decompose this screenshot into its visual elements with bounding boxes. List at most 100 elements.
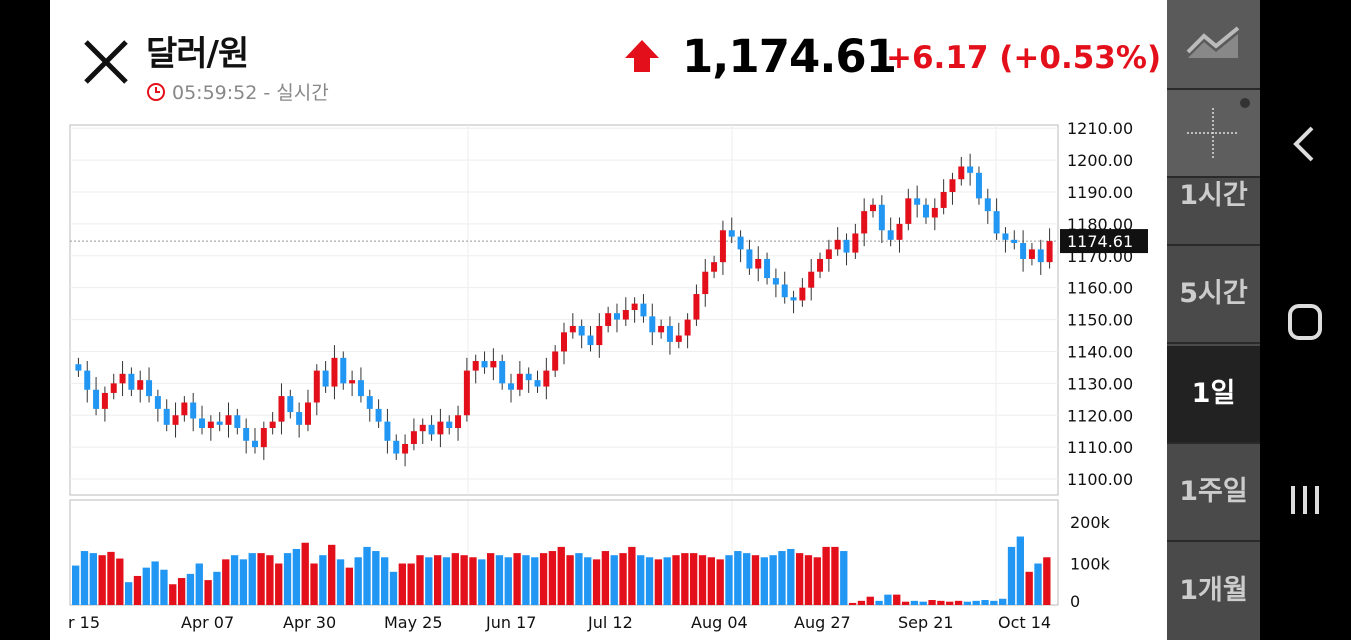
candle [658, 319, 665, 339]
volume-bar [398, 563, 406, 605]
timeframe-2[interactable]: 1시간 [1167, 148, 1260, 244]
candle [525, 367, 532, 393]
volume-bar [160, 569, 168, 605]
candle-body [93, 389, 100, 409]
volume-bar [433, 555, 442, 605]
current-price: 1,174.61 [682, 30, 897, 83]
volume-bar [169, 584, 177, 605]
candle [508, 373, 515, 403]
volume-bar [875, 600, 883, 605]
candle-body [428, 424, 435, 435]
home-icon[interactable] [1282, 302, 1328, 346]
candle-body [534, 380, 541, 387]
volume-bar [795, 553, 804, 605]
candle-body [967, 166, 974, 173]
price-chart[interactable]: 1100.00 1110.00 1120.00 1130.00 1140.00 1150.… [50, 0, 1167, 640]
candle-body [1011, 239, 1018, 244]
volume-bar [1016, 536, 1025, 605]
candle [870, 198, 877, 218]
candle [296, 402, 303, 438]
volume-bar [239, 559, 248, 605]
x-tick-label: Sep 21 [898, 613, 954, 632]
candle-body [446, 421, 453, 429]
candle [101, 386, 108, 422]
candle-body [234, 415, 241, 429]
candle-body [684, 319, 691, 336]
candle [914, 185, 921, 218]
clock-icon [146, 82, 166, 107]
candle-body [296, 412, 303, 425]
recents-icon[interactable] [1282, 480, 1328, 524]
candle-body [525, 373, 532, 381]
grid [69, 124, 1059, 606]
close-icon[interactable] [82, 38, 130, 86]
candle [684, 313, 691, 349]
volume-bar [513, 553, 521, 605]
candle-body [808, 271, 815, 288]
candle [234, 408, 241, 435]
volume-bar [363, 546, 371, 605]
x-tick-label: r 15 [68, 613, 100, 632]
candle [146, 367, 153, 403]
candle-body [207, 421, 214, 429]
candle [552, 345, 559, 377]
volume-bar [80, 551, 89, 605]
line-chart-icon[interactable] [1167, 0, 1260, 88]
volume-bar [275, 563, 283, 605]
volume-bar [725, 555, 733, 605]
timeframe-3[interactable]: 5시간 [1167, 246, 1260, 342]
timeframe-4[interactable]: 1일 [1167, 346, 1260, 442]
volume-bar [213, 571, 221, 605]
volume-bar [328, 544, 336, 605]
volume-tick-label: 100k [1070, 555, 1111, 574]
volume-bar [575, 553, 583, 605]
separator [1167, 244, 1260, 246]
candle-body [817, 258, 824, 272]
volume-bar [539, 553, 548, 605]
candle [216, 412, 223, 432]
candle [666, 316, 673, 355]
system-nav-bar [1260, 0, 1351, 640]
separator [1167, 442, 1260, 444]
candle [119, 361, 126, 397]
crosshair-icon[interactable] [1167, 90, 1260, 176]
candle-body [508, 383, 515, 390]
volume-bar [354, 557, 362, 605]
y-tick-label: 1110.00 [1067, 438, 1133, 457]
candle-body [861, 211, 868, 234]
candle [728, 217, 735, 244]
candle-body [1046, 241, 1053, 263]
volume-bar [142, 567, 150, 605]
volume-bar [857, 600, 866, 605]
candle [375, 399, 382, 429]
separator [1167, 88, 1260, 90]
y-tick-label: 1100.00 [1067, 470, 1133, 489]
candle-body [331, 357, 338, 387]
candle-body [772, 278, 779, 285]
candle-body [172, 415, 179, 425]
candle [578, 319, 585, 349]
volume-bar [186, 573, 195, 605]
volume-bar [1007, 546, 1016, 605]
timeframe-6[interactable]: 1개월 [1167, 542, 1260, 640]
volume-bar [566, 555, 574, 605]
volume-bar [628, 546, 636, 605]
candle-body [243, 428, 250, 441]
volume-bar [946, 601, 954, 605]
candle [675, 322, 682, 349]
candle [543, 357, 550, 400]
volume-bar [707, 557, 716, 605]
volume-bar [495, 555, 504, 605]
timeframe-5[interactable]: 1주일 [1167, 444, 1260, 540]
candle [1002, 227, 1009, 253]
volume-bar [204, 580, 212, 605]
candle [693, 284, 700, 326]
volume-bar [954, 600, 963, 605]
y-tick-label: 1120.00 [1067, 406, 1133, 425]
candle-body [304, 402, 311, 425]
volume-bar [469, 557, 477, 605]
volume-bar [1043, 557, 1051, 605]
back-icon[interactable] [1282, 124, 1328, 168]
volume-bar [292, 548, 301, 605]
volume-bar [504, 557, 512, 605]
